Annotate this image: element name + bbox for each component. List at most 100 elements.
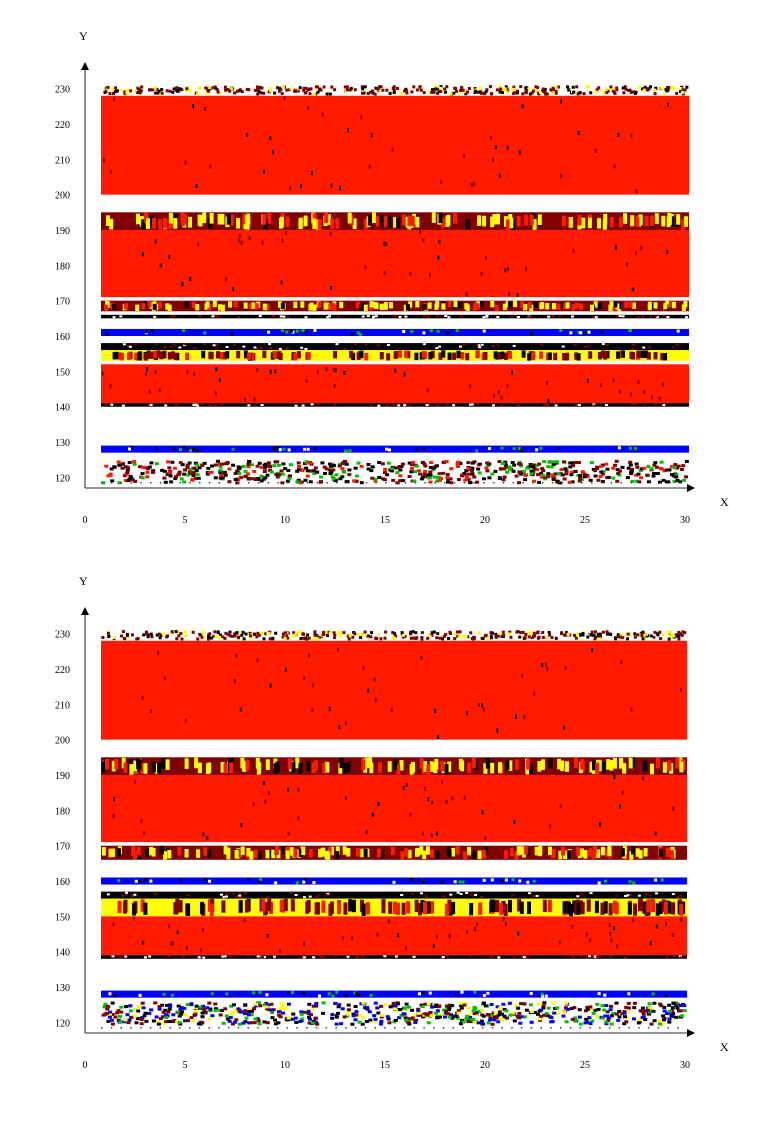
band-speckle	[517, 1016, 522, 1020]
band-speckle	[379, 303, 384, 311]
band-speckle	[200, 403, 204, 406]
band-speckle	[680, 633, 684, 637]
band-speckle	[194, 1004, 199, 1008]
band-speckle	[414, 899, 419, 913]
band-speckle	[512, 344, 516, 347]
band-speckle	[541, 635, 545, 639]
band-speckle	[535, 89, 539, 93]
band-speckle	[237, 472, 242, 476]
band-speckle	[374, 315, 378, 318]
band-speckle	[297, 787, 300, 792]
band-speckle	[110, 169, 113, 174]
band-speckle	[225, 351, 230, 359]
band-speckle	[644, 632, 648, 636]
band-speckle	[382, 478, 387, 482]
band-speckle	[172, 447, 176, 451]
band-speckle	[466, 711, 469, 716]
band-speckle	[456, 478, 461, 481]
band-speckle	[149, 1008, 154, 1012]
band-speckle	[608, 1008, 613, 1012]
band-speckle	[161, 632, 165, 636]
band-speckle	[207, 1001, 212, 1005]
band-speckle	[590, 304, 595, 312]
band-speckle	[392, 880, 396, 884]
band-speckle	[172, 466, 177, 470]
y-tick-label: 150	[55, 912, 70, 923]
band-speckle	[424, 786, 427, 791]
band-speckle	[270, 1016, 275, 1020]
band-speckle	[536, 473, 541, 477]
x-minor-tick	[364, 1027, 367, 1029]
band-speckle	[336, 1005, 341, 1009]
band-speckle	[282, 315, 286, 318]
band-speckle	[269, 89, 273, 93]
band-speckle	[649, 315, 653, 318]
band-speckle	[508, 760, 513, 772]
band-speckle	[501, 478, 506, 482]
band-speckle	[666, 250, 669, 255]
band-speckle	[127, 461, 132, 465]
band-speckle	[351, 936, 353, 941]
band-speckle	[543, 91, 547, 94]
band-speckle	[249, 1013, 254, 1017]
band-speckle	[386, 353, 391, 361]
band-speckle	[494, 1016, 499, 1020]
band-speckle	[279, 216, 284, 228]
band-speckle	[413, 1021, 418, 1024]
band-speckle	[338, 634, 342, 638]
band-speckle	[179, 477, 184, 481]
band-speckle	[128, 447, 131, 451]
band-speckle	[594, 900, 599, 914]
band-speckle	[404, 88, 408, 92]
band-speckle	[168, 212, 173, 224]
band-speckle	[303, 215, 308, 227]
band-speckle	[425, 404, 429, 406]
band-speckle	[436, 314, 439, 317]
band-speckle	[135, 91, 139, 94]
band-speckle	[379, 85, 383, 89]
band-speckle	[358, 1014, 363, 1018]
band-speckle	[554, 89, 558, 93]
band-speckle	[397, 404, 401, 407]
band-speckle	[475, 344, 479, 347]
band-speckle	[470, 466, 475, 470]
band-speckle	[441, 303, 446, 310]
band-speckle	[281, 846, 286, 855]
band-speckle	[400, 92, 404, 95]
band-speckle	[483, 352, 488, 360]
band-speckle	[339, 301, 344, 309]
band-speckle	[180, 212, 185, 224]
band-speckle	[422, 462, 427, 466]
band-speckle	[165, 1003, 169, 1007]
band-speckle	[540, 302, 545, 309]
band-turn-bend-mix	[101, 300, 689, 312]
band-speckle	[426, 388, 429, 393]
band-speckle	[558, 940, 561, 945]
band-speckle	[194, 757, 199, 769]
band-speckle	[168, 89, 172, 93]
band-speckle	[103, 158, 106, 163]
band-speckle	[193, 461, 198, 465]
band-speckle	[300, 301, 305, 308]
band-speckle	[515, 630, 519, 634]
band-speckle	[540, 467, 545, 471]
band-speckle	[630, 392, 633, 397]
band-speckle	[433, 85, 437, 89]
band-speckle	[297, 816, 300, 821]
band-speckle	[288, 463, 293, 467]
band-speckle	[508, 630, 512, 634]
band-speckle	[355, 848, 360, 857]
band-speckle	[141, 252, 144, 257]
band-speckle	[128, 345, 132, 348]
band-speckle	[318, 849, 323, 858]
band-speckle	[633, 635, 637, 639]
band-speckle	[443, 87, 447, 91]
band-speckle	[178, 87, 182, 91]
band-speckle	[321, 1001, 326, 1005]
band-bend-turn-mix	[101, 898, 687, 917]
band-speckle	[157, 302, 162, 309]
band-speckle	[283, 631, 287, 635]
band-speckle	[385, 447, 388, 451]
band-speckle	[286, 1002, 291, 1006]
band-speckle	[170, 993, 174, 997]
